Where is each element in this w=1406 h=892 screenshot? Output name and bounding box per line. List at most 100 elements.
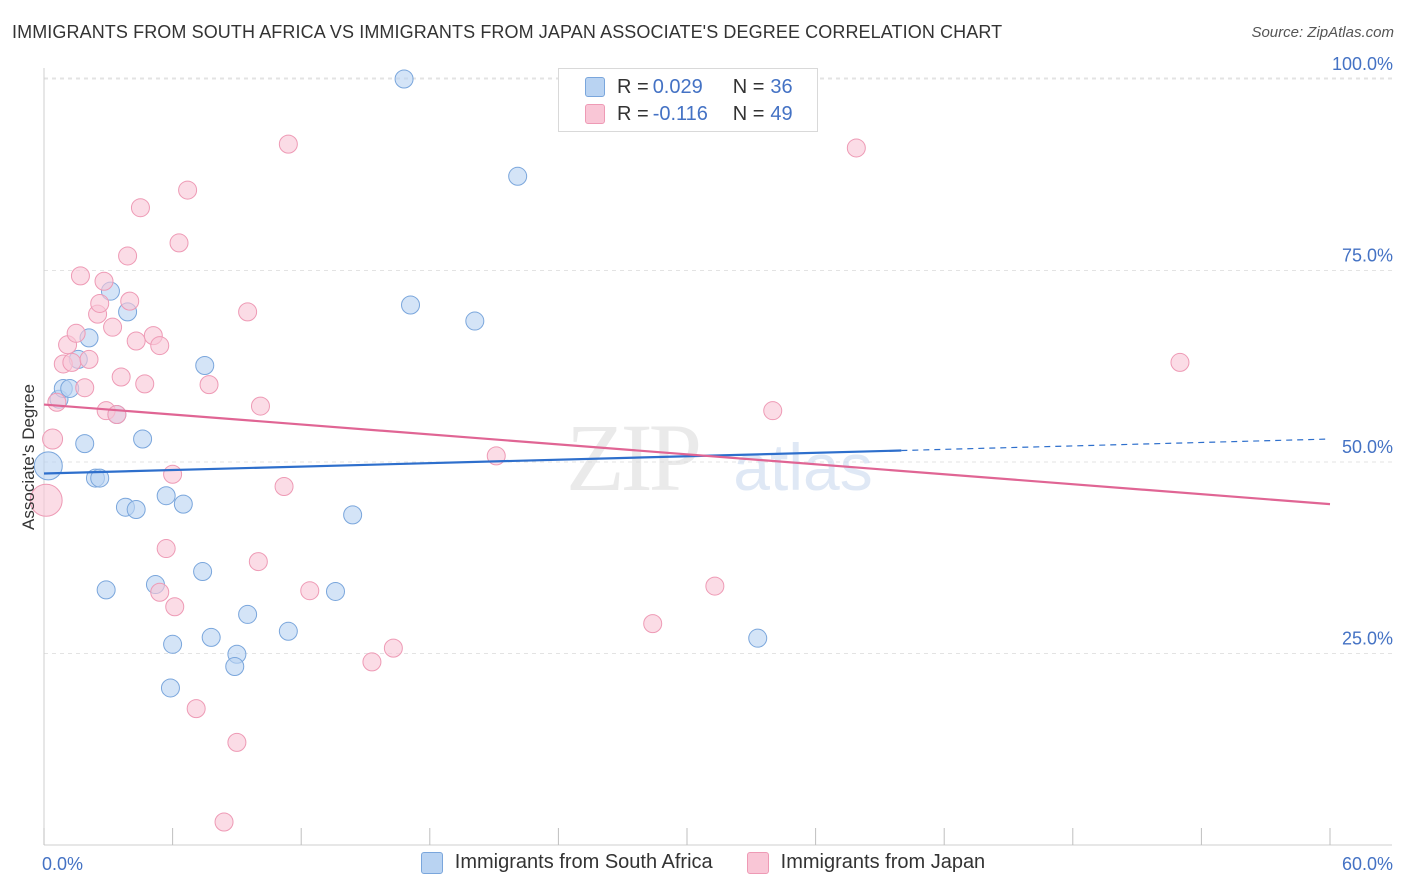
- y-axis-label: Associate's Degree: [19, 384, 38, 530]
- point-japan: [383, 638, 403, 658]
- point-south-africa: [160, 678, 180, 698]
- r-label: R =: [617, 75, 649, 98]
- point-japan: [705, 576, 725, 596]
- r-value: 0.029: [652, 75, 703, 98]
- x-tick-label: 0.0%: [42, 854, 83, 874]
- point-south-africa: [465, 311, 485, 331]
- x-tick-label: 60.0%: [1342, 854, 1393, 874]
- point-japan: [126, 331, 146, 351]
- point-south-africa: [156, 486, 176, 506]
- point-japan: [156, 539, 176, 559]
- point-japan: [178, 180, 198, 200]
- point-japan: [248, 552, 268, 572]
- trendline-japan: [43, 403, 1331, 506]
- point-japan: [66, 323, 86, 343]
- source-credit: Source: ZipAtlas.com: [1251, 24, 1394, 41]
- point-south-africa: [394, 69, 414, 89]
- point-south-africa: [325, 581, 345, 601]
- point-japan: [163, 464, 183, 484]
- y-tick-label: 25.0%: [1342, 629, 1393, 649]
- legend-swatch-pink: [585, 104, 605, 124]
- point-south-africa: [343, 505, 363, 525]
- point-south-africa: [238, 604, 258, 624]
- point-japan: [643, 614, 663, 634]
- point-south-africa: [90, 468, 110, 488]
- n-label: N =: [732, 102, 765, 125]
- point-japan: [120, 291, 140, 311]
- grid-layer: [44, 77, 1392, 654]
- point-japan: [199, 375, 219, 395]
- point-japan: [103, 317, 123, 337]
- n-value: 36: [770, 75, 793, 98]
- point-south-africa: [193, 562, 213, 582]
- point-japan: [111, 367, 131, 387]
- point-south-africa: [163, 634, 183, 654]
- tick-labels: 25.0% 50.0% 75.0% 100.0% 0.0% 60.0%: [42, 54, 1393, 874]
- chart-title: IMMIGRANTS FROM SOUTH AFRICA VS IMMIGRAN…: [12, 22, 1003, 42]
- point-japan: [150, 336, 170, 356]
- point-south-africa: [75, 434, 95, 454]
- trend-layer: [43, 403, 1331, 506]
- point-south-africa: [401, 295, 421, 315]
- point-japan: [250, 396, 270, 416]
- point-japan: [42, 428, 64, 450]
- point-south-africa: [33, 451, 63, 481]
- trendline-south-africa: [43, 449, 902, 475]
- point-japan: [165, 597, 185, 617]
- point-japan: [1170, 352, 1190, 372]
- point-japan: [79, 349, 99, 369]
- n-value: 49: [770, 102, 793, 125]
- trendline-south-africa-extension: [901, 438, 1331, 452]
- n-label: N =: [732, 75, 765, 98]
- point-japan: [278, 134, 298, 154]
- y-tick-label: 50.0%: [1342, 437, 1393, 457]
- point-japan: [118, 246, 138, 266]
- legend-row-japan: R = -0.116 N = 49: [585, 101, 793, 127]
- point-japan: [107, 405, 127, 425]
- point-japan: [227, 732, 247, 752]
- point-japan: [150, 582, 170, 602]
- point-south-africa: [225, 657, 245, 677]
- legend-row-south-africa: R = 0.029 N = 36: [585, 74, 793, 100]
- legend-swatch-blue: [585, 77, 605, 97]
- point-japan: [300, 581, 320, 601]
- point-japan: [362, 652, 382, 672]
- point-japan: [75, 378, 95, 398]
- point-japan: [130, 198, 150, 218]
- point-japan: [62, 352, 82, 372]
- point-japan: [846, 138, 866, 158]
- point-south-africa: [133, 429, 153, 449]
- point-south-africa: [173, 494, 193, 514]
- point-japan: [238, 302, 258, 322]
- point-south-africa: [278, 621, 298, 641]
- legend-label: Immigrants from Japan: [780, 851, 986, 873]
- point-japan: [47, 392, 67, 412]
- legend-label: Immigrants from South Africa: [454, 851, 713, 873]
- point-japan: [94, 271, 114, 291]
- r-value: -0.116: [652, 102, 708, 125]
- legend-item-south-africa: Immigrants from South Africa: [420, 851, 713, 874]
- legend-swatch-blue: [420, 851, 443, 874]
- point-japan: [274, 477, 294, 497]
- correlation-legend: R = 0.029 N = 36 R = -0.116 N = 49: [558, 68, 818, 132]
- point-south-africa: [508, 166, 528, 186]
- point-japan: [763, 401, 783, 421]
- point-japan: [214, 812, 234, 832]
- point-japan: [186, 699, 206, 719]
- legend-swatch-pink: [746, 851, 769, 874]
- point-south-africa: [96, 580, 116, 600]
- point-japan: [169, 233, 189, 253]
- point-japan: [29, 483, 63, 517]
- series-legend: Immigrants from South Africa Immigrants …: [0, 851, 1406, 874]
- point-japan: [135, 374, 155, 394]
- r-label: R =: [617, 102, 649, 125]
- point-japan: [70, 266, 90, 286]
- point-south-africa: [201, 627, 221, 647]
- y-tick-label: 75.0%: [1342, 246, 1393, 266]
- point-south-africa: [126, 499, 146, 519]
- y-tick-label: 100.0%: [1332, 54, 1393, 74]
- point-south-africa: [748, 628, 768, 648]
- point-japan: [90, 293, 110, 313]
- legend-item-japan: Immigrants from Japan: [746, 851, 986, 874]
